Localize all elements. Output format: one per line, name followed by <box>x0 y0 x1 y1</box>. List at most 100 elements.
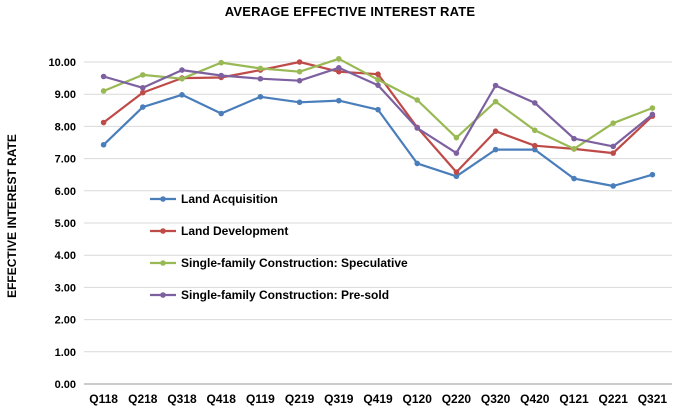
data-point <box>179 67 185 73</box>
data-point <box>414 125 421 131</box>
data-point <box>336 64 342 71</box>
y-tick-label: 6.00 <box>55 186 76 198</box>
data-point <box>100 73 107 80</box>
legend: Land Acquisition Land Development Single-f… <box>150 192 408 302</box>
series-1 <box>100 92 656 189</box>
data-point <box>296 77 303 84</box>
data-point <box>532 146 538 153</box>
data-point <box>100 119 107 126</box>
data-point <box>414 160 421 167</box>
data-point <box>649 111 656 118</box>
data-point <box>296 99 303 106</box>
data-point <box>336 55 342 62</box>
y-tick-label: 0.00 <box>55 379 76 391</box>
data-point <box>218 110 224 117</box>
data-point <box>140 84 146 91</box>
data-point <box>453 134 460 141</box>
y-tick-label: 5.00 <box>55 218 76 230</box>
legend-item: Single-family Construction: Pre-sold <box>150 288 389 302</box>
y-tick-label: 3.00 <box>55 282 76 294</box>
series-lines <box>100 55 656 189</box>
data-point <box>179 75 185 82</box>
data-point <box>571 146 577 152</box>
data-point <box>100 141 107 148</box>
data-point <box>532 127 538 134</box>
data-point <box>218 72 224 79</box>
gridlines <box>84 61 672 385</box>
data-point <box>492 98 499 105</box>
data-point <box>610 183 616 189</box>
data-point <box>375 106 381 113</box>
data-point <box>296 68 303 75</box>
legend-swatch-marker <box>160 228 166 234</box>
data-point <box>336 68 342 75</box>
data-point <box>375 82 381 88</box>
x-tick-label: Q218 <box>128 392 158 406</box>
y-tick-label: 1.00 <box>55 347 76 359</box>
data-point <box>257 75 264 82</box>
legend-label: Single-family Construction: Pre-sold <box>181 288 389 302</box>
data-point <box>649 171 656 178</box>
legend-item: Single-family Construction: Speculative <box>150 256 408 270</box>
legend-swatch-marker <box>160 292 166 298</box>
y-tick-label: 4.00 <box>55 250 76 262</box>
chart-title: AVERAGE EFFECTIVE INTEREST RATE <box>224 4 476 19</box>
data-point <box>532 100 538 106</box>
x-tick-label: Q221 <box>599 392 629 406</box>
data-point <box>140 89 146 96</box>
x-tick-label: Q219 <box>285 392 315 406</box>
data-point <box>492 82 499 89</box>
x-tick-label: Q418 <box>207 392 237 406</box>
data-point <box>453 173 460 180</box>
series-3 <box>100 55 656 152</box>
x-axis-ticks: Q118 Q218 Q318 Q418 Q119 Q219 Q319 Q419 Q120 Q220… <box>89 392 667 406</box>
data-point <box>140 104 146 110</box>
data-point <box>610 120 616 126</box>
data-point <box>296 59 303 65</box>
legend-label: Land Development <box>181 224 288 238</box>
x-tick-label: Q318 <box>167 392 197 406</box>
y-tick-label: 9.00 <box>55 89 76 101</box>
x-tick-label: Q118 <box>89 392 118 406</box>
data-point <box>414 97 421 103</box>
x-tick-label: Q319 <box>324 392 354 406</box>
data-point <box>257 93 264 100</box>
data-point <box>100 88 107 94</box>
x-tick-label: Q320 <box>481 392 511 406</box>
x-tick-label: Q420 <box>520 392 550 406</box>
y-axis-ticks: 0.00 1.00 2.00 3.00 4.00 5.00 6.00 7.00 8.00 9.00… <box>48 57 76 391</box>
y-tick-label: 10.00 <box>48 57 76 69</box>
data-point <box>571 175 577 182</box>
data-point <box>453 150 460 156</box>
data-point <box>375 71 381 78</box>
x-tick-label: Q419 <box>363 392 393 406</box>
x-tick-label: Q120 <box>403 392 433 406</box>
series-4 <box>100 64 656 156</box>
data-point <box>257 65 264 72</box>
series-2 <box>100 59 656 175</box>
data-point <box>532 142 538 149</box>
data-point <box>179 92 185 98</box>
legend-label: Land Acquisition <box>181 192 278 206</box>
legend-label: Single-family Construction: Speculative <box>181 256 408 270</box>
legend-item: Land Acquisition <box>150 192 278 206</box>
data-point <box>218 59 224 66</box>
legend-swatch-marker <box>160 196 166 202</box>
data-point <box>140 72 146 78</box>
legend-swatch-marker <box>160 260 166 266</box>
data-point <box>453 169 460 175</box>
legend-item: Land Development <box>150 224 288 238</box>
data-point <box>336 97 342 104</box>
data-point <box>610 150 616 156</box>
x-tick-label: Q220 <box>442 392 472 406</box>
y-tick-label: 7.00 <box>55 154 76 166</box>
y-tick-label: 2.00 <box>55 315 76 327</box>
x-tick-label: Q119 <box>246 392 275 406</box>
data-point <box>492 146 499 153</box>
data-point <box>375 76 381 83</box>
data-point <box>610 143 616 150</box>
x-tick-label: Q321 <box>638 392 668 406</box>
x-tick-label: Q121 <box>559 392 589 406</box>
data-point <box>649 105 656 111</box>
